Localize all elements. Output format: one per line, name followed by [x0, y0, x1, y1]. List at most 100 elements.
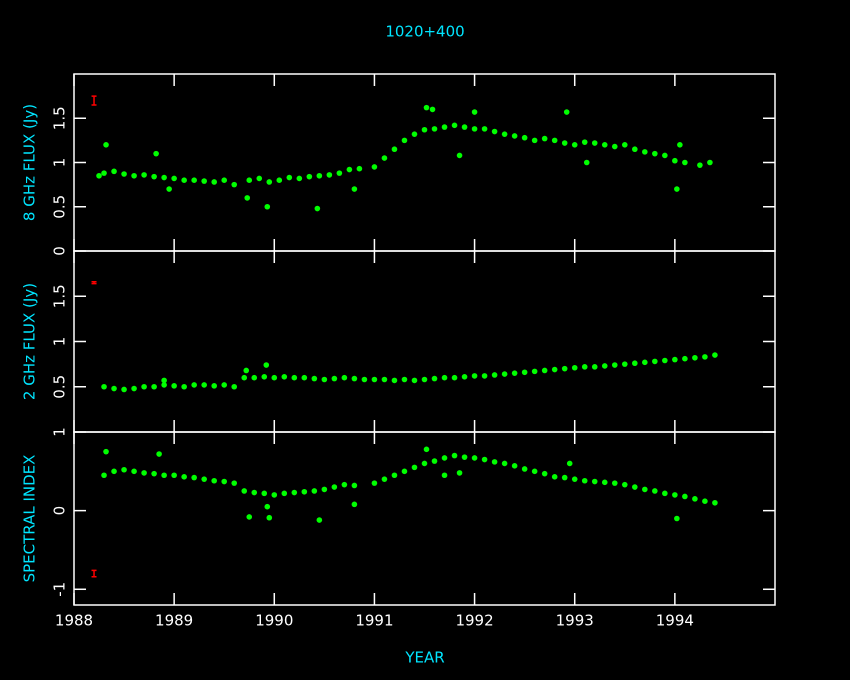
data-point	[231, 181, 238, 188]
data-point	[121, 466, 127, 473]
x-tick-label: 1992	[455, 612, 493, 630]
data-point	[601, 363, 608, 369]
data-point	[296, 175, 303, 182]
y-tick-label: 1	[51, 337, 69, 347]
data-point	[677, 142, 683, 148]
data-point	[301, 374, 308, 381]
data-point	[171, 472, 177, 479]
x-tick-label: 1994	[656, 612, 694, 630]
data-point	[251, 489, 258, 496]
data-point	[291, 489, 298, 496]
data-point	[171, 175, 177, 182]
data-point	[652, 488, 658, 494]
data-point	[221, 382, 228, 388]
data-point	[121, 171, 127, 177]
x-tick-label: 1988	[55, 612, 93, 630]
y-tick-label: 1.5	[51, 284, 69, 308]
data-point	[161, 377, 167, 384]
data-point	[621, 142, 628, 148]
panel-frame	[73, 431, 776, 606]
data-point	[682, 493, 688, 500]
x-axis-label: YEAR	[404, 649, 444, 667]
data-point	[451, 122, 458, 129]
y-tick-label: 0.5	[51, 375, 69, 399]
data-point	[566, 460, 573, 467]
data-point	[642, 486, 648, 493]
data-point	[311, 375, 318, 382]
data-point	[211, 179, 217, 185]
data-point	[161, 174, 167, 181]
data-point	[241, 374, 248, 381]
data-point	[571, 476, 578, 482]
data-point	[456, 152, 463, 159]
data-point	[431, 458, 438, 464]
data-point	[423, 104, 430, 111]
data-point	[611, 480, 618, 486]
data-point	[96, 172, 102, 179]
data-point	[261, 373, 268, 380]
data-point	[191, 382, 197, 388]
data-point	[451, 374, 458, 381]
data-point	[321, 486, 328, 493]
data-point	[712, 352, 718, 358]
data-point	[591, 478, 598, 485]
data-point	[632, 146, 638, 153]
data-point	[361, 376, 368, 383]
data-point	[621, 481, 628, 488]
data-point	[351, 501, 358, 508]
data-point	[306, 173, 313, 180]
data-point	[429, 106, 436, 113]
data-point	[391, 472, 398, 479]
y-axis-label: SPECTRAL INDEX	[21, 455, 39, 583]
data-point	[591, 140, 598, 146]
data-point	[263, 362, 270, 368]
data-point	[281, 490, 288, 497]
data-point	[341, 374, 348, 381]
data-point	[246, 177, 253, 183]
data-point	[286, 174, 293, 181]
data-point	[201, 382, 207, 388]
data-point	[561, 474, 568, 481]
data-point	[151, 470, 157, 477]
data-point	[131, 468, 137, 475]
data-point	[251, 374, 258, 381]
data-point	[211, 383, 217, 389]
data-point	[672, 492, 678, 498]
data-point	[201, 476, 207, 482]
data-point	[371, 164, 378, 170]
data-point	[266, 179, 273, 185]
data-point	[652, 358, 658, 365]
data-point	[103, 142, 109, 148]
data-point	[351, 186, 358, 192]
data-point	[551, 366, 558, 373]
data-point	[211, 477, 217, 484]
data-point	[674, 186, 680, 192]
y-tick-label: 0	[51, 246, 69, 256]
data-point	[141, 172, 147, 178]
data-point	[401, 376, 408, 383]
data-point	[511, 463, 518, 469]
data-point	[471, 373, 478, 379]
data-point	[381, 155, 388, 161]
data-point	[511, 133, 518, 139]
data-point	[356, 165, 363, 172]
data-point	[261, 490, 268, 497]
data-point	[441, 124, 448, 130]
data-point	[541, 367, 548, 374]
data-point	[541, 470, 548, 477]
data-point	[153, 150, 159, 157]
data-point	[221, 478, 228, 485]
data-point	[141, 470, 147, 476]
y-tick-label: -1	[51, 582, 69, 597]
data-point	[161, 472, 167, 479]
data-point	[581, 364, 588, 370]
data-point	[191, 177, 197, 183]
data-point	[682, 355, 688, 362]
x-tick-label: 1991	[355, 612, 393, 630]
data-point	[581, 139, 588, 145]
data-point	[621, 361, 628, 367]
data-point	[271, 492, 278, 498]
data-point	[276, 177, 283, 183]
data-point	[231, 383, 238, 390]
y-axis-label: 2 GHz FLUX (Jy)	[21, 283, 39, 400]
